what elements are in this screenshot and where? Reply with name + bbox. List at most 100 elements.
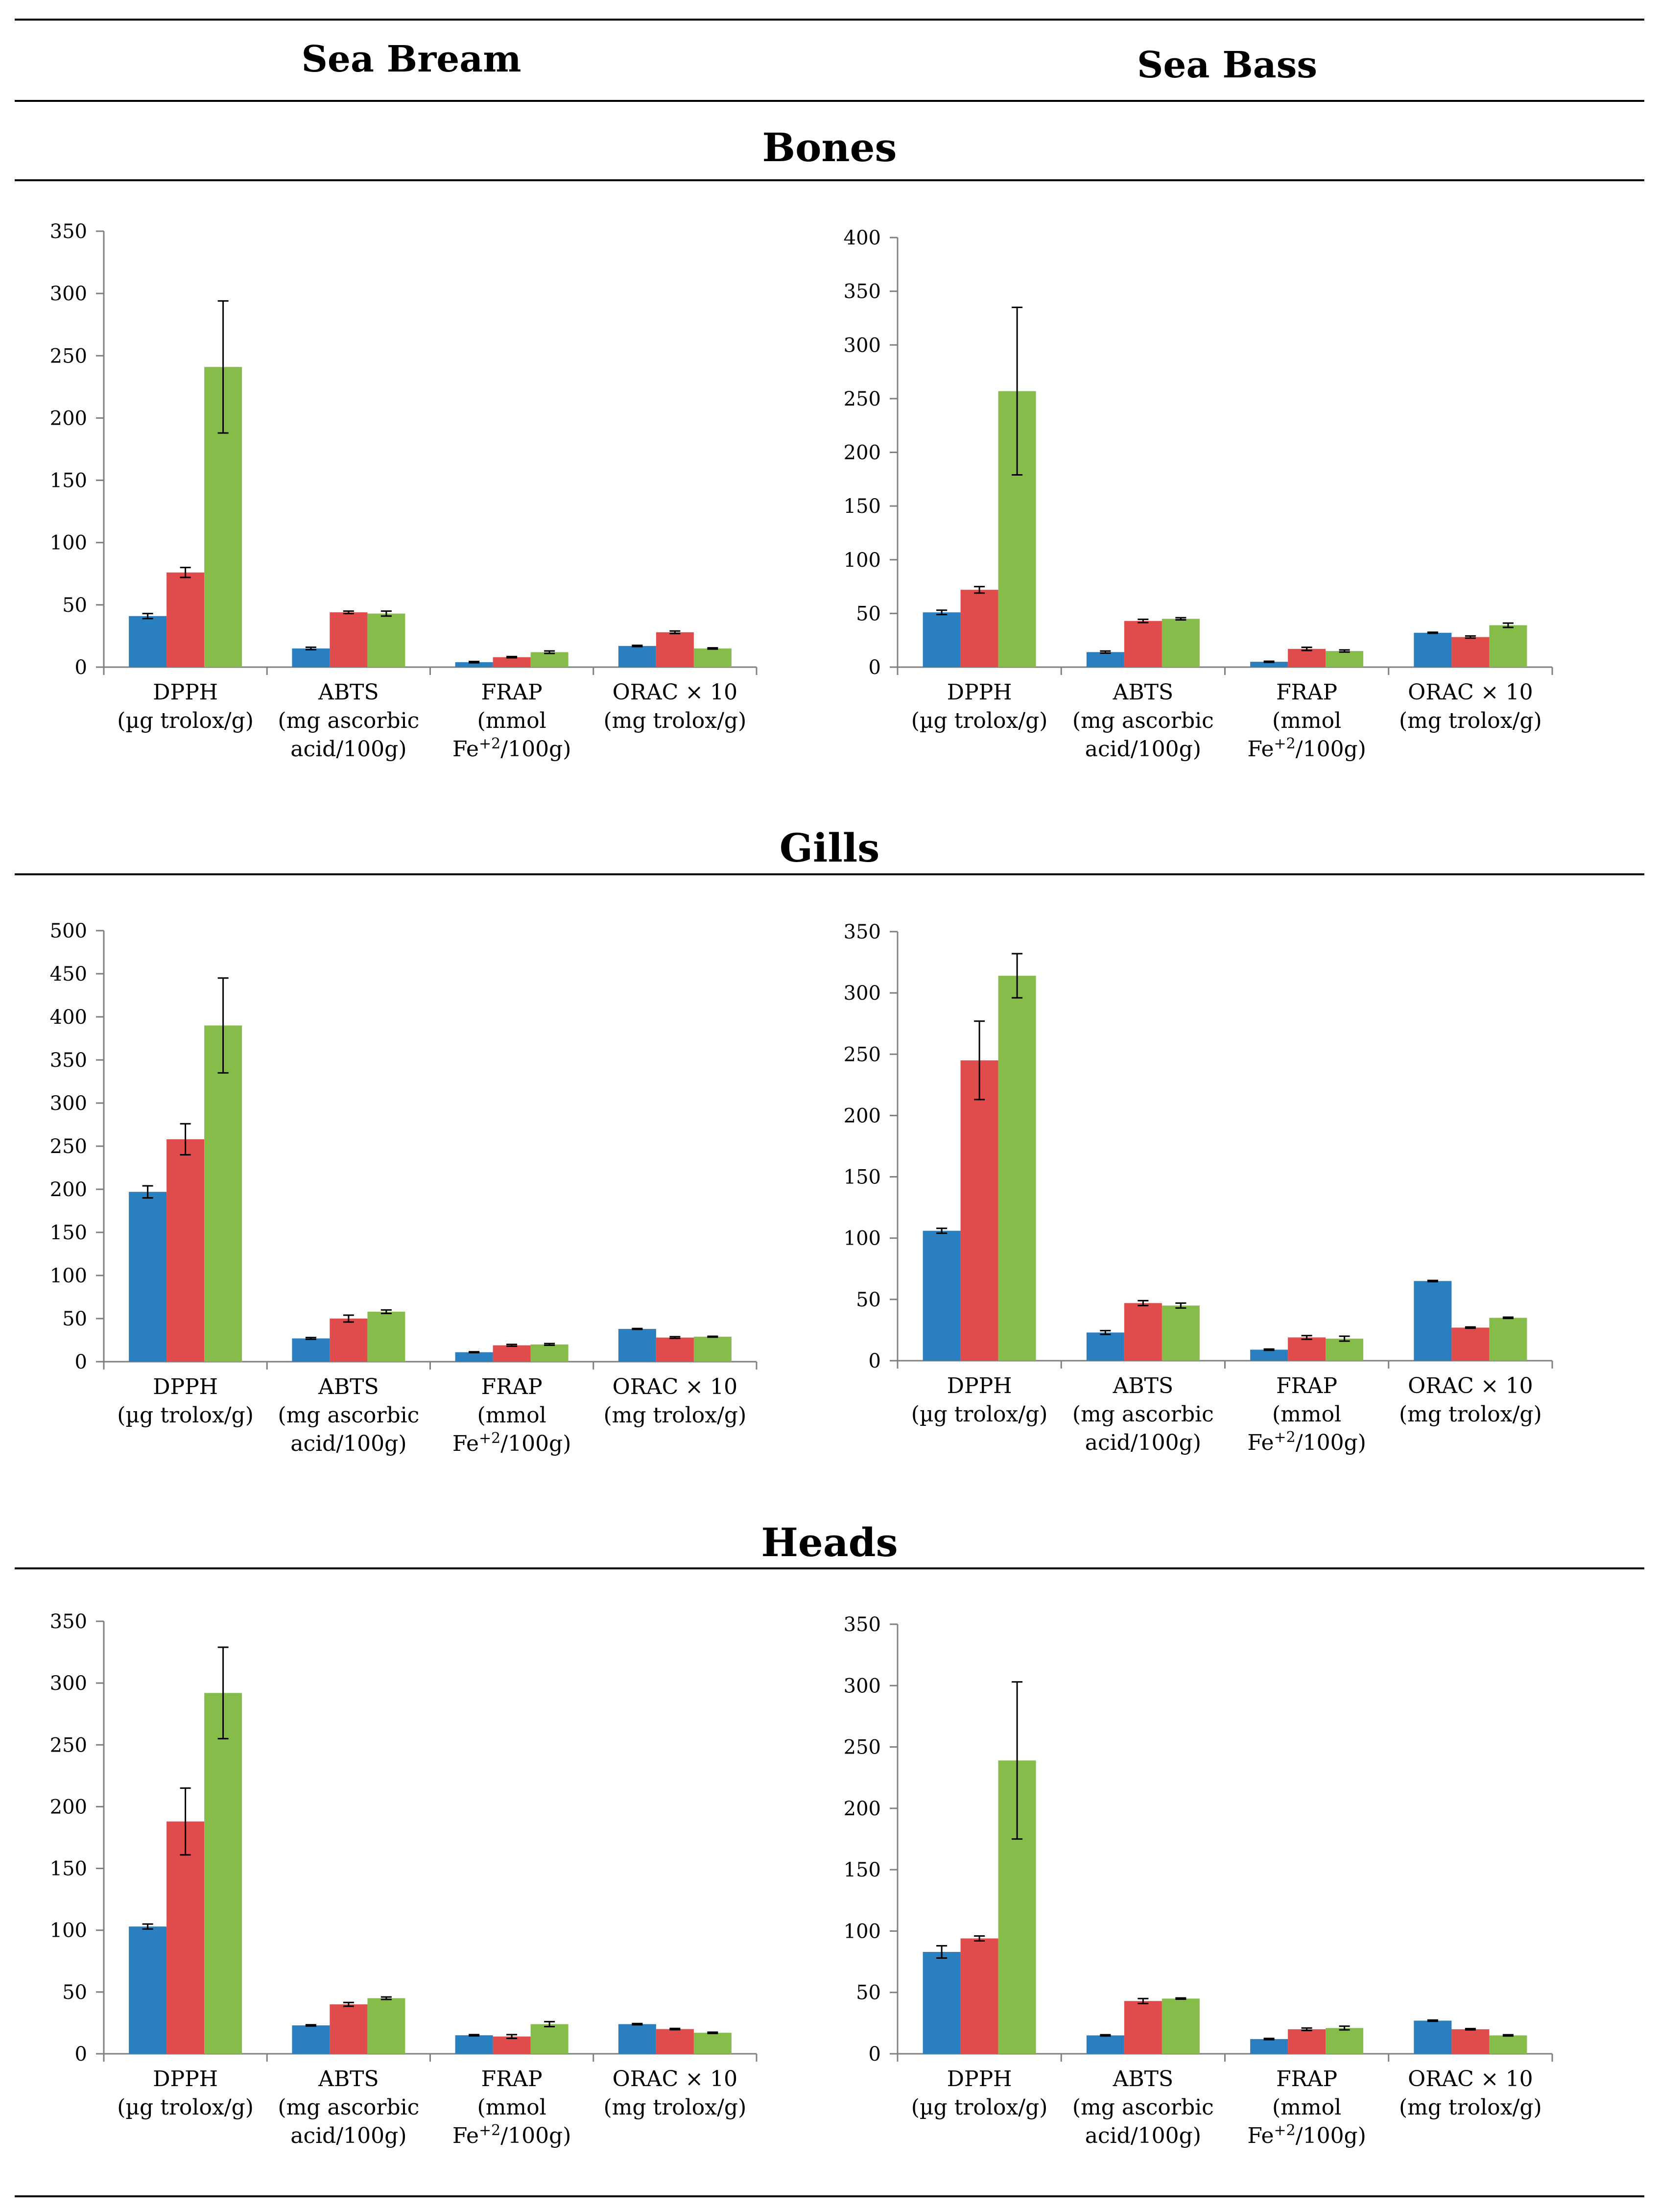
- bones-sea-bass-category-label: (mg ascorbic: [1072, 708, 1214, 733]
- bones-sea-bass-y-tick-label: 250: [844, 388, 881, 410]
- gills-sea-bass-bar: [1086, 1332, 1124, 1361]
- gills-sea-bass-y-tick-label: 350: [844, 921, 881, 943]
- bones-sea-bass-bar: [923, 612, 961, 667]
- section-title-gills: Gills: [779, 825, 880, 871]
- bones-sea-bream-y-tick-label: 0: [75, 656, 87, 679]
- heads-sea-bream-y-tick-label: 100: [50, 1920, 87, 1942]
- bones-sea-bass-bar: [1161, 619, 1200, 667]
- bones-sea-bream-y-tick-label: 150: [50, 470, 87, 492]
- bones-sea-bream-category-label: DPPH: [153, 680, 218, 705]
- bones-sea-bass-category-label: Fe+2/100g): [1247, 735, 1366, 762]
- heads-sea-bream-category-label: (µg trolox/g): [117, 2095, 254, 2120]
- gills-sea-bass-y-tick-label: 150: [844, 1166, 881, 1189]
- heads-sea-bass-bar: [1161, 1998, 1200, 2054]
- bones-sea-bream-y-tick-label: 300: [50, 283, 87, 305]
- heads-sea-bass-bar: [1288, 2029, 1326, 2054]
- heads-sea-bass-bar: [1451, 2029, 1490, 2054]
- gills-sea-bass-category-label: (mg trolox/g): [1399, 1402, 1542, 1427]
- gills-sea-bream-y-tick-label: 150: [50, 1222, 87, 1244]
- heads-sea-bass-category-label: ORAC × 10: [1408, 2067, 1533, 2092]
- bones-sea-bass-bar: [1489, 625, 1527, 667]
- gills-sea-bream-y-tick-label: 0: [75, 1351, 87, 1373]
- gills-sea-bream-y-tick-label: 400: [50, 1006, 87, 1029]
- bones-sea-bass-bar: [1414, 632, 1452, 667]
- heads-sea-bass-y-tick-label: 350: [844, 1613, 881, 1636]
- bones-sea-bass-category-label: ORAC × 10: [1408, 680, 1533, 705]
- gills-sea-bream-bar: [330, 1319, 368, 1362]
- heads-sea-bream-y-tick-label: 150: [50, 1858, 87, 1880]
- rule-top: [15, 19, 1644, 21]
- bones-sea-bass-bar: [1288, 649, 1326, 667]
- gills-sea-bass-y-tick-label: 200: [844, 1105, 881, 1127]
- heads-sea-bass-bar: [1326, 2028, 1364, 2054]
- bones-sea-bass-bar: [1124, 621, 1162, 667]
- bones-sea-bass-y-tick-label: 350: [844, 281, 881, 303]
- heads-sea-bream-y-tick-label: 250: [50, 1734, 87, 1756]
- bones-sea-bream-category-label: (mg ascorbic: [278, 708, 419, 733]
- bones-sea-bass-category-label: (mmol: [1272, 708, 1341, 733]
- gills-sea-bream-bar: [166, 1139, 205, 1362]
- heads-sea-bream-y-tick-label: 300: [50, 1672, 87, 1695]
- heads-sea-bream-bar: [530, 2024, 569, 2054]
- bones-sea-bream-bar: [367, 613, 405, 667]
- bones-sea-bass-bar: [1250, 662, 1288, 667]
- bones-sea-bream-bar: [693, 648, 732, 667]
- gills-sea-bream-bar: [204, 1025, 242, 1362]
- bones-sea-bass-bar: [1086, 652, 1124, 667]
- heads-sea-bream-bar: [292, 2025, 330, 2054]
- gills-sea-bream-category-label: ORAC × 10: [613, 1374, 737, 1399]
- gills-sea-bass-bar: [1414, 1281, 1452, 1361]
- heads-sea-bream-category-label: ABTS: [318, 2067, 379, 2092]
- gills-sea-bream-category-label: FRAP: [481, 1374, 543, 1399]
- gills-sea-bream-bar: [618, 1329, 656, 1362]
- heads-sea-bass-y-tick-label: 100: [844, 1920, 881, 1943]
- section-title-heads: Heads: [761, 1519, 898, 1565]
- gills-sea-bass-y-tick-label: 0: [869, 1350, 881, 1372]
- gills-sea-bream-y-tick-label: 100: [50, 1265, 87, 1287]
- bones-sea-bream-category-label: ORAC × 10: [613, 680, 737, 705]
- heads-sea-bass-bar: [1414, 2020, 1452, 2054]
- heads-sea-bream-category-label: acid/100g): [290, 2123, 406, 2148]
- heads-sea-bass-category-label: FRAP: [1276, 2067, 1337, 2092]
- bones-sea-bream-category-label: (µg trolox/g): [117, 708, 254, 733]
- heads-sea-bream-bar: [455, 2035, 493, 2054]
- gills-sea-bass-y-tick-label: 250: [844, 1043, 881, 1066]
- bones-sea-bass-y-tick-label: 100: [844, 549, 881, 572]
- heads-sea-bream-bar: [166, 1821, 205, 2054]
- gills-sea-bass-bar: [1288, 1337, 1326, 1361]
- bones-sea-bream-bar: [455, 662, 493, 667]
- heads-sea-bream-y-tick-label: 350: [50, 1611, 87, 1633]
- gills-sea-bream-category-label: (mg ascorbic: [278, 1403, 419, 1428]
- gills-sea-bass-y-tick-label: 50: [856, 1289, 881, 1311]
- bones-sea-bream-category-label: ABTS: [318, 680, 379, 705]
- gills-sea-bream-bar: [530, 1344, 569, 1362]
- gills-sea-bass-category-label: (mg ascorbic: [1072, 1402, 1214, 1427]
- heads-sea-bream-category-label: ORAC × 10: [613, 2067, 737, 2092]
- heads-sea-bream-bar: [693, 2033, 732, 2054]
- heads-sea-bream-bar: [367, 1998, 405, 2054]
- bones-sea-bass-category-label: ABTS: [1113, 680, 1174, 705]
- bones-sea-bream-category-label: (mmol: [477, 708, 546, 733]
- section-title-bones: Bones: [762, 124, 897, 170]
- gills-sea-bass-bar: [1489, 1318, 1527, 1361]
- heads-sea-bass-y-tick-label: 200: [844, 1798, 881, 1820]
- bones-sea-bream-bar: [292, 648, 330, 667]
- bones-sea-bass-category-label: (mg trolox/g): [1399, 708, 1542, 733]
- gills-sea-bass-bar: [960, 1060, 998, 1361]
- gills-sea-bream-bar: [693, 1336, 732, 1362]
- gills-sea-bass-bar: [1326, 1338, 1364, 1361]
- heads-sea-bass-category-label: (mmol: [1272, 2095, 1341, 2120]
- heads-sea-bass-category-label: ABTS: [1113, 2067, 1174, 2092]
- gills-sea-bream-bar: [493, 1345, 531, 1362]
- bones-sea-bream-y-tick-label: 200: [50, 407, 87, 430]
- heads-sea-bream-bar: [618, 2024, 656, 2054]
- bones-sea-bream-category-label: (mg trolox/g): [603, 708, 746, 733]
- bones-sea-bass-y-tick-label: 200: [844, 442, 881, 464]
- gills-sea-bass-category-label: Fe+2/100g): [1247, 1429, 1366, 1455]
- rule-above-gills: [15, 873, 1644, 875]
- bones-sea-bass-y-tick-label: 400: [844, 227, 881, 249]
- heads-sea-bream-category-label: (mg trolox/g): [603, 2095, 746, 2120]
- heads-sea-bream-category-label: Fe+2/100g): [452, 2122, 571, 2148]
- bones-sea-bream-bar: [656, 632, 694, 667]
- heads-sea-bream-bar: [493, 2036, 531, 2054]
